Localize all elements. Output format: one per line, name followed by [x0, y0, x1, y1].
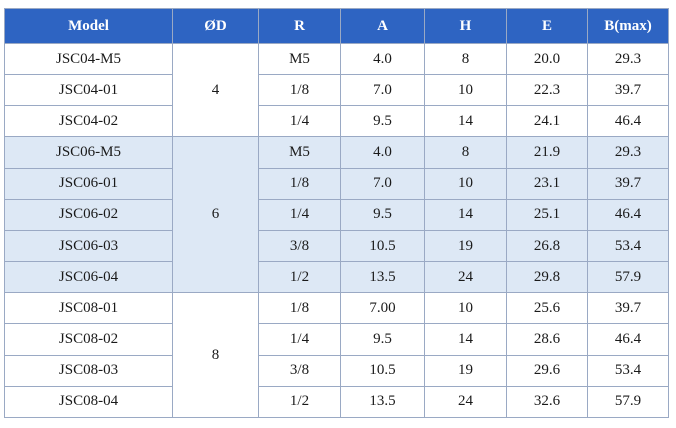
- h-cell: 24: [424, 385, 507, 419]
- e-cell: 29.6: [506, 354, 588, 387]
- r-cell: 1/8: [258, 292, 341, 325]
- r-cell: 1/2: [258, 385, 341, 419]
- b-max-cell: 53.4: [587, 354, 669, 387]
- a-cell: 4.0: [340, 42, 425, 76]
- e-cell: 25.6: [506, 292, 588, 325]
- model-cell: JSC06-04: [4, 261, 173, 294]
- header-h: H: [424, 8, 507, 44]
- model-cell: JSC06-M5: [4, 136, 173, 169]
- h-cell: 8: [424, 42, 507, 76]
- header-row: Model ØD R A H E B(max): [4, 8, 669, 44]
- r-cell: 1/4: [258, 198, 341, 231]
- model-cell: JSC08-02: [4, 323, 173, 356]
- a-cell: 13.5: [340, 261, 425, 294]
- table-row: JSC06-M5 6 M5 4.0 8 21.9 29.3: [4, 136, 669, 294]
- a-cell: 10.5: [340, 229, 425, 263]
- model-cell: JSC08-03: [4, 354, 173, 387]
- model-cell: JSC04-M5: [4, 42, 173, 76]
- e-cell: 24.1: [506, 105, 588, 138]
- e-cell: 20.0: [506, 42, 588, 76]
- h-cell: 19: [424, 229, 507, 263]
- table-body: JSC04-M5 4 M5 4.0 8 20.0 29.3 JSC04-01 1/8 7.0 10 2…: [4, 42, 669, 419]
- header-model: Model: [4, 8, 173, 44]
- header-od: ØD: [172, 8, 259, 44]
- a-cell: 9.5: [340, 198, 425, 231]
- r-cell: 3/8: [258, 354, 341, 387]
- table-row: JSC08-02 1/4 9.5 14 28.6 46.4: [4, 323, 669, 356]
- h-cell: 10: [424, 292, 507, 325]
- h-cell: 10: [424, 167, 507, 200]
- h-cell: 8: [424, 136, 507, 169]
- spec-table: Model ØD R A H E B(max) JSC04-M5 4 M5 4.0 8 2…: [4, 8, 669, 419]
- b-max-cell: 39.7: [587, 292, 669, 325]
- e-cell: 32.6: [506, 385, 588, 419]
- a-cell: 9.5: [340, 105, 425, 138]
- a-cell: 9.5: [340, 323, 425, 356]
- model-cell: JSC04-01: [4, 74, 173, 107]
- h-cell: 10: [424, 74, 507, 107]
- b-max-cell: 53.4: [587, 229, 669, 263]
- a-cell: 7.00: [340, 292, 425, 325]
- h-cell: 14: [424, 105, 507, 138]
- table-row: JSC06-02 1/4 9.5 14 25.1 46.4: [4, 198, 669, 231]
- b-max-cell: 46.4: [587, 105, 669, 138]
- e-cell: 23.1: [506, 167, 588, 200]
- model-cell: JSC06-01: [4, 167, 173, 200]
- table-row: JSC08-01 8 1/8 7.00 10 25.6 39.7: [4, 292, 669, 418]
- table-row: JSC06-03 3/8 10.5 19 26.8 53.4: [4, 229, 669, 263]
- b-max-cell: 46.4: [587, 198, 669, 231]
- a-cell: 13.5: [340, 385, 425, 419]
- model-cell: JSC06-03: [4, 229, 173, 263]
- e-cell: 26.8: [506, 229, 588, 263]
- table-row: JSC08-03 3/8 10.5 19 29.6 53.4: [4, 354, 669, 387]
- od-cell: 4: [172, 42, 259, 138]
- b-max-cell: 39.7: [587, 167, 669, 200]
- od-cell: 8: [172, 292, 259, 418]
- model-cell: JSC08-04: [4, 385, 173, 419]
- table-row: JSC04-M5 4 M5 4.0 8 20.0 29.3: [4, 42, 669, 138]
- header-a: A: [340, 8, 425, 44]
- b-max-cell: 57.9: [587, 385, 669, 419]
- r-cell: M5: [258, 136, 341, 169]
- header-r: R: [258, 8, 341, 44]
- a-cell: 10.5: [340, 354, 425, 387]
- table-row: JSC04-02 1/4 9.5 14 24.1 46.4: [4, 105, 669, 138]
- r-cell: 1/4: [258, 105, 341, 138]
- table-row: JSC06-01 1/8 7.0 10 23.1 39.7: [4, 167, 669, 200]
- e-cell: 21.9: [506, 136, 588, 169]
- h-cell: 19: [424, 354, 507, 387]
- b-max-cell: 29.3: [587, 42, 669, 76]
- a-cell: 7.0: [340, 167, 425, 200]
- r-cell: 1/8: [258, 167, 341, 200]
- r-cell: 1/8: [258, 74, 341, 107]
- table-row: JSC06-04 1/2 13.5 24 29.8 57.9: [4, 261, 669, 294]
- r-cell: 1/2: [258, 261, 341, 294]
- h-cell: 14: [424, 198, 507, 231]
- e-cell: 29.8: [506, 261, 588, 294]
- b-max-cell: 46.4: [587, 323, 669, 356]
- h-cell: 14: [424, 323, 507, 356]
- header-b-max: B(max): [587, 8, 669, 44]
- model-cell: JSC08-01: [4, 292, 173, 325]
- b-max-cell: 57.9: [587, 261, 669, 294]
- model-cell: JSC04-02: [4, 105, 173, 138]
- od-cell: 6: [172, 136, 259, 294]
- model-cell: JSC06-02: [4, 198, 173, 231]
- a-cell: 4.0: [340, 136, 425, 169]
- e-cell: 28.6: [506, 323, 588, 356]
- table-row: JSC08-04 1/2 13.5 24 32.6 57.9: [4, 385, 669, 419]
- b-max-cell: 29.3: [587, 136, 669, 169]
- e-cell: 22.3: [506, 74, 588, 107]
- a-cell: 7.0: [340, 74, 425, 107]
- r-cell: 3/8: [258, 229, 341, 263]
- b-max-cell: 39.7: [587, 74, 669, 107]
- e-cell: 25.1: [506, 198, 588, 231]
- h-cell: 24: [424, 261, 507, 294]
- header-e: E: [506, 8, 588, 44]
- r-cell: 1/4: [258, 323, 341, 356]
- r-cell: M5: [258, 42, 341, 76]
- table-row: JSC04-01 1/8 7.0 10 22.3 39.7: [4, 74, 669, 107]
